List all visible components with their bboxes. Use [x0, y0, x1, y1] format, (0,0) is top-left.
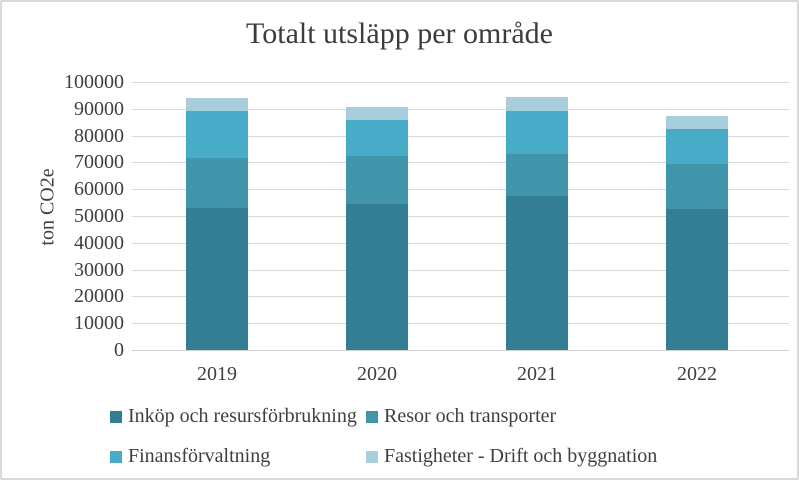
y-tick-label: 20000: [74, 285, 124, 308]
gridline: [132, 269, 789, 271]
bar-segment: [666, 163, 728, 210]
y-tick-label: 0: [114, 339, 124, 361]
bar-segment: [666, 115, 728, 129]
gridline: [132, 242, 789, 244]
legend-marker: [110, 451, 122, 463]
bar-segment: [186, 111, 248, 159]
y-tick-label: 60000: [74, 178, 124, 201]
bar-segment: [346, 203, 408, 350]
legend-label: Fastigheter - Drift och byggnation: [384, 445, 658, 467]
bar-segment: [666, 209, 728, 350]
bar-segment: [506, 111, 568, 155]
legend-marker: [366, 451, 378, 463]
legend-marker: [366, 411, 378, 423]
gridline: [132, 350, 789, 351]
legend-item: Resor och transporter: [366, 404, 556, 428]
legend-marker: [110, 411, 122, 423]
gridline: [132, 216, 789, 217]
gridline: [132, 323, 789, 325]
y-tick-label: 40000: [74, 231, 124, 254]
x-tick-label: 2020: [357, 363, 397, 385]
bar-segment: [346, 155, 408, 204]
gridline: [132, 108, 789, 110]
legend-item: Fastigheter - Drift och byggnation: [366, 444, 657, 468]
bar-segment: [186, 98, 248, 112]
gridline: [132, 135, 789, 137]
y-tick-label: 100000: [64, 71, 124, 93]
bar-segment: [506, 154, 568, 196]
chart-title: Totalt utsläpp per område: [246, 17, 553, 50]
x-tick-label: 2022: [677, 363, 717, 385]
bar-segment: [186, 207, 248, 350]
gridline: [132, 189, 789, 191]
gridline: [132, 162, 789, 164]
y-tick-label: 10000: [74, 312, 124, 335]
gridline: [132, 82, 789, 83]
bar-segment: [506, 195, 568, 350]
bar-segment: [506, 96, 568, 112]
x-tick-label: 2019: [197, 363, 237, 385]
legend-item: Inköp och resursförbrukning: [110, 404, 357, 428]
bar-segment: [666, 128, 728, 164]
bar-segment: [346, 119, 408, 156]
y-tick-label: 80000: [74, 124, 124, 147]
bar-segment: [346, 107, 408, 120]
y-tick-label: 50000: [74, 205, 124, 227]
gridline: [132, 296, 789, 298]
bar-segment: [186, 158, 248, 208]
legend-label: Finansförvaltning: [128, 445, 271, 467]
x-tick-label: 2021: [517, 363, 557, 385]
legend-label: Resor och transporter: [384, 405, 557, 427]
y-tick-label: 30000: [74, 258, 124, 281]
y-tick-label: 90000: [74, 97, 124, 120]
legend-item: Finansförvaltning: [110, 444, 270, 468]
legend-label: Inköp och resursförbrukning: [128, 405, 357, 427]
y-tick-label: 70000: [74, 151, 124, 174]
